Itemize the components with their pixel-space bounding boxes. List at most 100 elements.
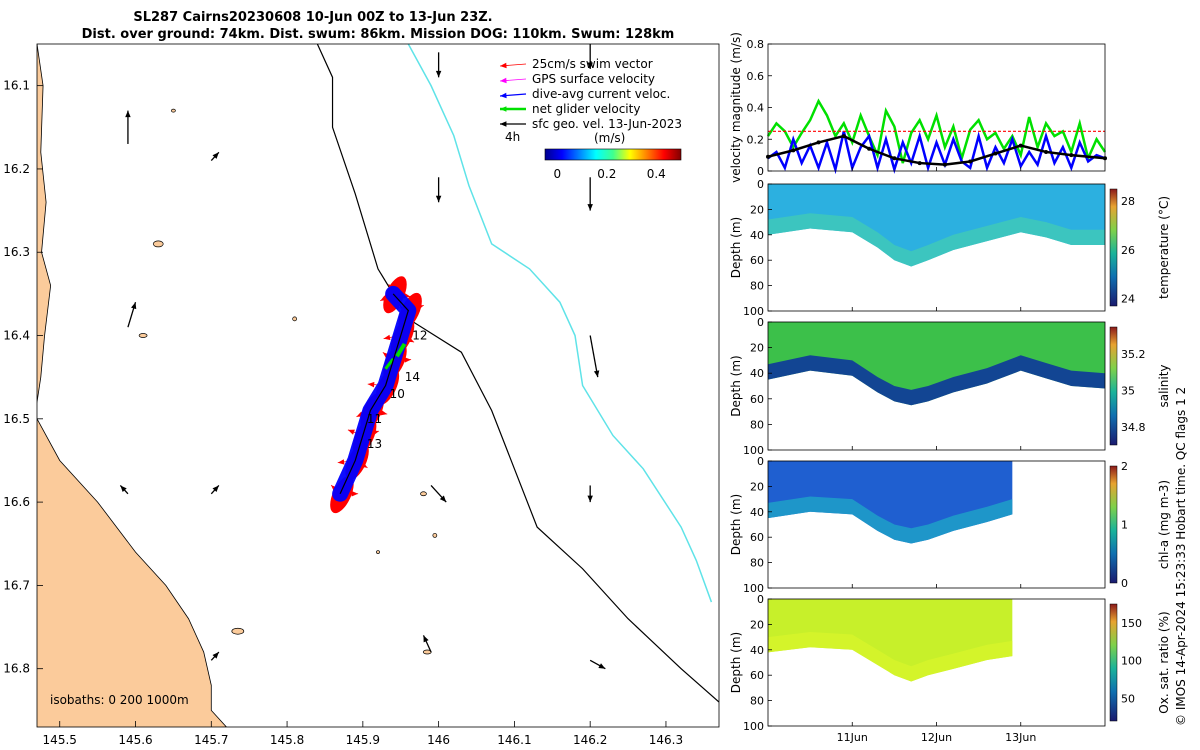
- y-tick-label: 20: [750, 342, 764, 355]
- y-tick-label: 60: [750, 254, 764, 267]
- colorbar: [1109, 465, 1118, 584]
- lon-tick-label: 145.7: [194, 733, 228, 747]
- geo-vector-head: [212, 152, 219, 159]
- y-tick-label: 0: [757, 316, 764, 329]
- lat-tick-label: 16.8: [3, 662, 30, 676]
- time-tick-label: 12Jun: [921, 731, 952, 744]
- y-tick-label: 60: [750, 669, 764, 682]
- swim-vector-head: [380, 295, 388, 301]
- y-axis-label: Depth (m): [729, 355, 743, 416]
- geo-vector-head: [439, 495, 447, 503]
- geo-point: [1044, 149, 1049, 154]
- geo-vector-head: [212, 652, 219, 659]
- y-axis-label: Depth (m): [729, 217, 743, 278]
- y-tick-label: 0: [757, 178, 764, 191]
- speed-colorbar: [544, 148, 682, 161]
- swim-vector-head: [337, 459, 345, 465]
- colorbar-tick-label: 1: [1121, 519, 1128, 532]
- section-fill: [768, 184, 1105, 267]
- series-line: [767, 134, 1106, 166]
- colorbar-tick-label: 35.2: [1121, 348, 1146, 361]
- geo-point: [917, 161, 922, 166]
- geo-vector: [589, 335, 599, 378]
- isobath-1000m: [407, 44, 713, 603]
- swim-vector-head: [347, 429, 355, 435]
- y-tick-label: 40: [750, 644, 764, 657]
- colorbar: [1109, 326, 1118, 446]
- net-velocity-vector: [395, 342, 407, 358]
- geo-vector-head: [587, 495, 593, 503]
- y-tick-label: 20: [750, 203, 764, 216]
- legend-label: sfc geo. vel. 13-Jun-2023: [532, 117, 682, 131]
- day-label: 11: [367, 412, 382, 426]
- colorbar-tick-label: 24: [1121, 293, 1135, 306]
- y-tick-label: 0: [757, 165, 764, 178]
- panel-5: 0 20 40 60 80 100 Depth (m) 50 100 150 Ox. sat. ra…: [729, 593, 1171, 733]
- y-tick-label: 100: [743, 444, 764, 457]
- colorbar-label: salinity: [1157, 364, 1171, 407]
- y-tick-label: 0.4: [747, 102, 765, 115]
- footer-note: © IMOS 14-Apr-2024 15:23:33 Hobart time.…: [1174, 387, 1188, 726]
- geo-vector-head: [125, 110, 131, 118]
- swim-vector-head: [404, 357, 412, 363]
- colorbar-tick-label: 150: [1121, 617, 1142, 630]
- y-axis-label: Depth (m): [729, 494, 743, 555]
- time-tick-label: 13Jun: [1005, 731, 1036, 744]
- colorbar-tick-label: 0: [1121, 577, 1128, 590]
- island: [138, 333, 148, 338]
- geo-point: [892, 156, 897, 161]
- y-tick-label: 20: [750, 480, 764, 493]
- colorbar-label: chl-a (mg m-3): [1157, 480, 1171, 569]
- island: [376, 550, 380, 554]
- geo-point: [942, 162, 947, 167]
- colorbar: [1109, 603, 1118, 722]
- legend-label: net glider velocity: [532, 102, 640, 116]
- section-deep-band: [768, 632, 1013, 682]
- geo-point: [791, 148, 796, 153]
- glider-track-line: [339, 293, 409, 495]
- lon-tick-label: 146: [427, 733, 450, 747]
- swim-vector-head: [351, 491, 359, 497]
- y-tick-label: 0.8: [747, 38, 765, 51]
- geo-point: [816, 140, 821, 145]
- y-tick-label: 100: [743, 582, 764, 595]
- day-label: 14: [405, 370, 420, 384]
- colorbar-tick-label: 50: [1121, 692, 1135, 705]
- y-axis-label: Depth (m): [729, 632, 743, 693]
- swim-vector-head: [367, 381, 375, 388]
- panel-4: 0 20 40 60 80 100 Depth (m) 0 1 2 chl-a (mg m-3): [729, 455, 1171, 595]
- islands: [138, 108, 438, 655]
- colorbar-tick-label: 2: [1121, 460, 1128, 473]
- lat-tick-label: 16.6: [3, 495, 30, 509]
- colorbar-label: (m/s): [594, 131, 625, 145]
- legend-swatch-head: [500, 121, 507, 127]
- island: [422, 649, 432, 655]
- swim-vector-head: [416, 304, 424, 311]
- lon-tick-label: 145.6: [118, 733, 152, 747]
- geo-point: [841, 134, 846, 139]
- swim-vector-head: [383, 334, 391, 341]
- geo-point: [1069, 153, 1074, 158]
- y-tick-label: 0: [757, 593, 764, 606]
- colorbar-tick-label: 26: [1121, 244, 1135, 257]
- isobath-note: isobaths: 0 200 1000m: [50, 693, 189, 707]
- latitude-ticks: 16.1 16.2 16.3 16.4 16.5 16.6 16.7 16.8: [3, 79, 43, 676]
- y-tick-label: 40: [750, 506, 764, 519]
- section-deep-band: [768, 355, 1105, 406]
- lon-tick-label: 145.8: [270, 733, 304, 747]
- y-tick-label: 60: [750, 393, 764, 406]
- colorbar-tick-label: 0: [554, 167, 562, 181]
- lat-tick-label: 16.3: [3, 245, 30, 259]
- colorbar-tick-label: 0.4: [647, 167, 666, 181]
- colorbar-tick-label: 28: [1121, 195, 1135, 208]
- y-tick-label: 100: [743, 305, 764, 318]
- island: [292, 316, 297, 322]
- colorbar-tick-label: 35: [1121, 385, 1135, 398]
- geo-vector-head: [423, 635, 429, 643]
- section-deep-band: [768, 213, 1105, 267]
- net-velocity-vector: [384, 357, 395, 370]
- speed-colorbar-ticks: 0 0.2 0.4: [554, 167, 666, 181]
- geo-vector-head: [120, 485, 127, 493]
